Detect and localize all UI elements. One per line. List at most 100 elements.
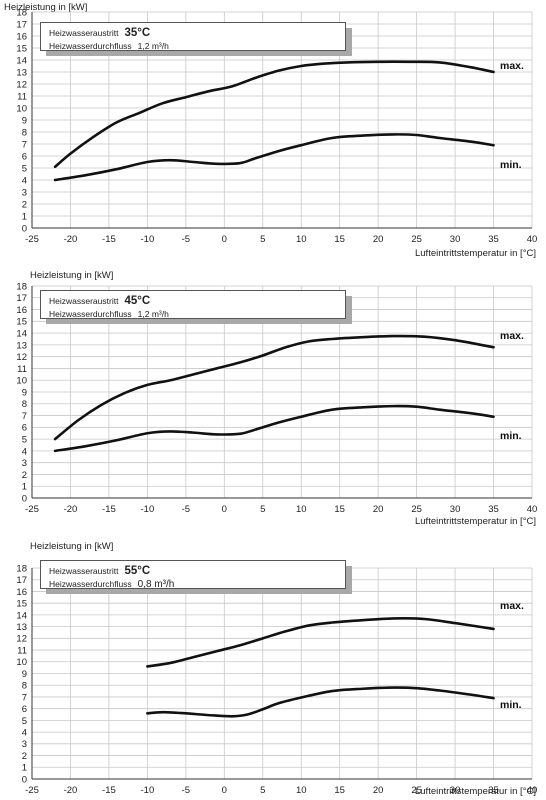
- x-tick-label: 40: [527, 785, 538, 796]
- x-tick-label: 25: [411, 504, 422, 515]
- legend-flow-label: Heizwasserdurchfluss: [49, 41, 132, 51]
- x-tick-label: 5: [260, 234, 265, 245]
- y-tick-label: 11: [17, 91, 27, 102]
- y-tick-label: 10: [16, 376, 27, 387]
- series-line-min: [53, 133, 495, 182]
- y-tick-label: 15: [16, 43, 27, 54]
- series-line-min: [146, 686, 495, 718]
- x-tick-label: -10: [141, 785, 155, 796]
- y-tick-label: 10: [16, 657, 27, 668]
- y-tick-label: 1: [22, 211, 27, 222]
- legend-outlet-value: 45°C: [124, 295, 151, 307]
- x-tick-label: 10: [296, 234, 307, 245]
- y-axis-title: Heizleistung in [kW]: [30, 541, 114, 552]
- legend-row-flow: Heizwasserdurchfluss 1,2 m³/h: [49, 40, 337, 53]
- series-label-max: max.: [500, 330, 524, 342]
- x-axis-title: Lufteintrittstemperatur in [°C]: [414, 786, 536, 797]
- legend-outlet-label: Heizwasseraustritt: [49, 566, 119, 576]
- x-tick-label: 40: [527, 504, 538, 515]
- y-tick-label: 4: [22, 446, 27, 457]
- y-tick-label: 9: [22, 669, 27, 680]
- x-tick-label: -20: [64, 234, 78, 245]
- series-line-max: [53, 60, 495, 169]
- x-tick-label: -10: [141, 504, 155, 515]
- x-tick-label: -20: [64, 504, 78, 515]
- legend-flow-value: 1,2 m³/h: [137, 41, 169, 51]
- y-tick-label: 18: [16, 7, 27, 18]
- legend-row-outlet: Heizwasseraustritt 45°C: [49, 295, 337, 308]
- series-label-max: max.: [500, 600, 524, 612]
- y-tick-label: 4: [22, 728, 27, 739]
- y-tick-label: 6: [22, 704, 27, 715]
- y-tick-label: 8: [22, 399, 27, 410]
- x-axis-title: Lufteintrittstemperatur in [°C]: [414, 516, 536, 527]
- x-tick-label: 10: [296, 504, 307, 515]
- y-tick-label: 5: [22, 163, 27, 174]
- y-tick-label: 3: [22, 739, 27, 750]
- x-tick-label: 5: [260, 785, 265, 796]
- y-tick-label: 13: [16, 67, 27, 78]
- series-label-max: max.: [500, 60, 524, 72]
- series-line-max: [146, 616, 495, 668]
- y-tick-label: 16: [16, 305, 27, 316]
- legend-flow-value: 1,2 m³/h: [137, 309, 169, 319]
- y-tick-label: 13: [16, 622, 27, 633]
- x-tick-label: 0: [222, 504, 227, 515]
- y-tick-label: 12: [16, 79, 27, 90]
- y-tick-label: 7: [22, 139, 27, 150]
- y-tick-label: 2: [22, 199, 27, 210]
- x-tick-label: 20: [373, 504, 384, 515]
- y-tick-label: 14: [16, 55, 27, 66]
- legend-box: Heizwasseraustritt 45°C Heizwasserdurchfl…: [40, 290, 346, 319]
- x-tick-label: 30: [450, 785, 461, 796]
- y-tick-label: 0: [22, 223, 27, 234]
- y-tick-label: 18: [16, 281, 27, 292]
- legend-outlet-value: 35°C: [124, 27, 151, 39]
- legend-box: Heizwasseraustritt 55°C Heizwasserdurchfl…: [40, 560, 346, 591]
- y-tick-label: 16: [16, 31, 27, 42]
- y-tick-label: 15: [16, 599, 27, 610]
- legend-outlet-label: Heizwasseraustritt: [49, 296, 119, 306]
- x-tick-label: 25: [411, 785, 422, 796]
- x-tick-label: -5: [182, 504, 190, 515]
- legend-box: Heizwasseraustritt 35°C Heizwasserdurchfl…: [40, 22, 346, 51]
- y-tick-label: 3: [22, 458, 27, 469]
- y-tick-label: 10: [16, 103, 27, 114]
- y-tick-label: 16: [16, 587, 27, 598]
- chart-35c: Heizleistung in [kW] 0 1 2 3 4 5 6 7 8 9 10 11 12 13 1…: [0, 0, 546, 262]
- x-tick-label: 0: [222, 234, 227, 245]
- legend-row-flow: Heizwasserdurchfluss 0,8 m³/h: [49, 578, 337, 591]
- x-tick-label: -10: [141, 234, 155, 245]
- y-tick-label: 13: [16, 340, 27, 351]
- y-tick-label: 9: [22, 115, 27, 126]
- legend-flow-label: Heizwasserdurchfluss: [49, 579, 132, 589]
- x-tick-label: -25: [25, 504, 39, 515]
- legend-outlet-label: Heizwasseraustritt: [49, 28, 119, 38]
- x-tick-label: 35: [488, 234, 499, 245]
- x-tick-label: -5: [182, 785, 190, 796]
- x-tick-label: -15: [102, 504, 116, 515]
- x-tick-label: 35: [488, 504, 499, 515]
- x-tick-label: -15: [102, 785, 116, 796]
- chart-55c: Heizleistung in [kW] 0 1 2 3 4 5 6 7 8 9 10 11 12 13 1…: [0, 536, 546, 798]
- y-tick-label: 5: [22, 716, 27, 727]
- y-tick-label: 9: [22, 387, 27, 398]
- y-axis-title: Heizleistung in [kW]: [30, 270, 114, 281]
- y-tick-label: 1: [22, 763, 27, 774]
- y-tick-label: 14: [16, 329, 27, 340]
- y-tick-label: 8: [22, 681, 27, 692]
- x-tick-label: 20: [373, 785, 384, 796]
- series-line-max: [53, 334, 495, 441]
- y-tick-label: 18: [16, 563, 27, 574]
- x-tick-label: 15: [334, 504, 345, 515]
- x-tick-label: 0: [222, 785, 227, 796]
- x-tick-label: -25: [25, 234, 39, 245]
- y-tick-label: 0: [22, 493, 27, 504]
- series-label-min: min.: [500, 430, 522, 442]
- x-tick-label: -20: [64, 785, 78, 796]
- chart-45c: Heizleistung in [kW] 0 1 2 3 4 5 6 7 8 9 10 11 12 13 1…: [0, 268, 546, 530]
- series-label-min: min.: [500, 699, 522, 711]
- x-tick-label: -25: [25, 785, 39, 796]
- x-tick-label: 40: [527, 234, 538, 245]
- x-tick-label: 30: [450, 234, 461, 245]
